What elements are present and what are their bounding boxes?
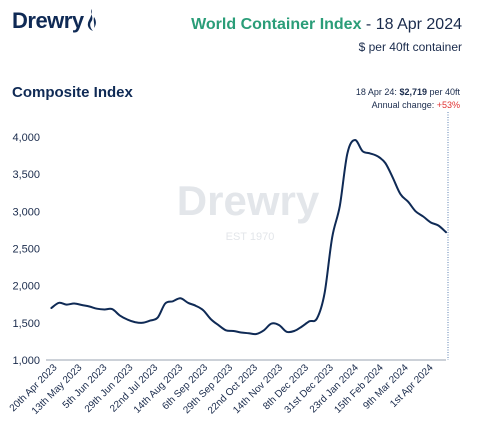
watermark: Drewry EST 1970: [177, 177, 320, 243]
watermark-text: Drewry: [177, 177, 320, 224]
y-tick-label: 4,000: [12, 132, 40, 144]
y-tick-label: 2,000: [12, 281, 40, 293]
latest-date: 18 Apr 24:: [355, 87, 400, 97]
y-tick-label: 3,500: [12, 169, 40, 181]
latest-unit: per 40ft: [426, 87, 460, 97]
index-name: World Container Index: [191, 16, 362, 33]
annual-change-line: Annual change: +53%: [356, 99, 460, 112]
drewry-logo: Drewry: [12, 8, 98, 34]
flame-icon: [87, 9, 96, 31]
annual-change-label: Annual change:: [371, 100, 437, 110]
latest-value-box: 18 Apr 24: $2,719 per 40ft Annual change…: [356, 86, 460, 112]
section-title: Composite Index: [12, 84, 133, 101]
series-line: [50, 139, 447, 336]
chart-header-title: World Container Index - 18 Apr 2024: [191, 16, 462, 34]
y-tick-label: 1,000: [12, 355, 40, 367]
index-date: - 18 Apr 2024: [361, 16, 462, 33]
latest-value-line: 18 Apr 24: $2,719 per 40ft: [356, 86, 460, 99]
annual-change-value: +53%: [436, 100, 460, 110]
unit-subtitle: $ per 40ft container: [358, 40, 462, 54]
latest-value: $2,719: [399, 87, 427, 97]
series-group: [50, 139, 447, 336]
logo-text: Drewry: [12, 8, 84, 33]
y-tick-label: 3,000: [12, 206, 40, 218]
y-axis-ticks: 1,000 1,500 2,000 2,500 3,000 3,500 4,000: [12, 132, 40, 367]
y-tick-label: 1,500: [12, 318, 40, 330]
watermark-est: EST 1970: [226, 231, 275, 243]
y-tick-label: 2,500: [12, 244, 40, 256]
